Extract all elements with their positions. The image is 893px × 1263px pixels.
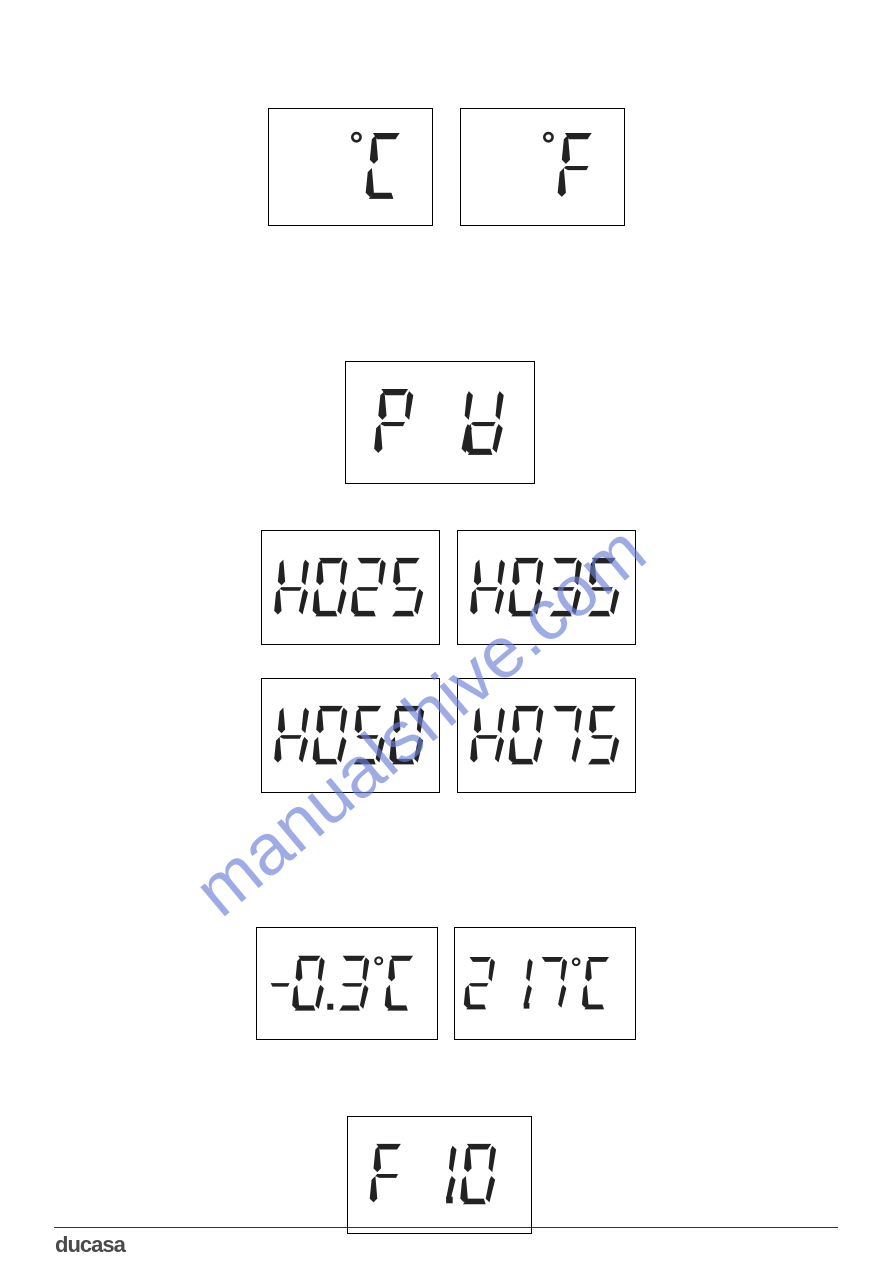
segment-glyph-h025	[272, 556, 430, 620]
display-box-pid	[345, 361, 535, 484]
document-page: manualshive.com ducasa	[0, 0, 893, 1263]
display-box-neg03c	[256, 927, 438, 1040]
brand-logo: ducasa	[55, 1232, 125, 1258]
segment-glyph-neg03c	[265, 954, 429, 1014]
display-box-h025	[261, 530, 440, 645]
display-box-h035	[457, 530, 636, 645]
display-box-217c	[454, 927, 636, 1040]
segment-glyph-217c	[463, 954, 627, 1014]
display-box-celsius	[268, 108, 433, 226]
segment-glyph-f	[534, 131, 604, 203]
segment-glyph-f10	[362, 1142, 517, 1208]
segment-glyph-h035	[468, 556, 626, 620]
display-box-f10	[347, 1116, 532, 1234]
display-box-h075	[457, 678, 636, 793]
segment-glyph-pid	[365, 387, 515, 459]
segment-glyph-c	[342, 131, 412, 203]
display-box-fahrenheit	[460, 108, 625, 226]
segment-glyph-h075	[468, 704, 626, 768]
footer-rule	[54, 1227, 838, 1228]
segment-glyph-h050	[272, 704, 430, 768]
display-box-h050	[261, 678, 440, 793]
